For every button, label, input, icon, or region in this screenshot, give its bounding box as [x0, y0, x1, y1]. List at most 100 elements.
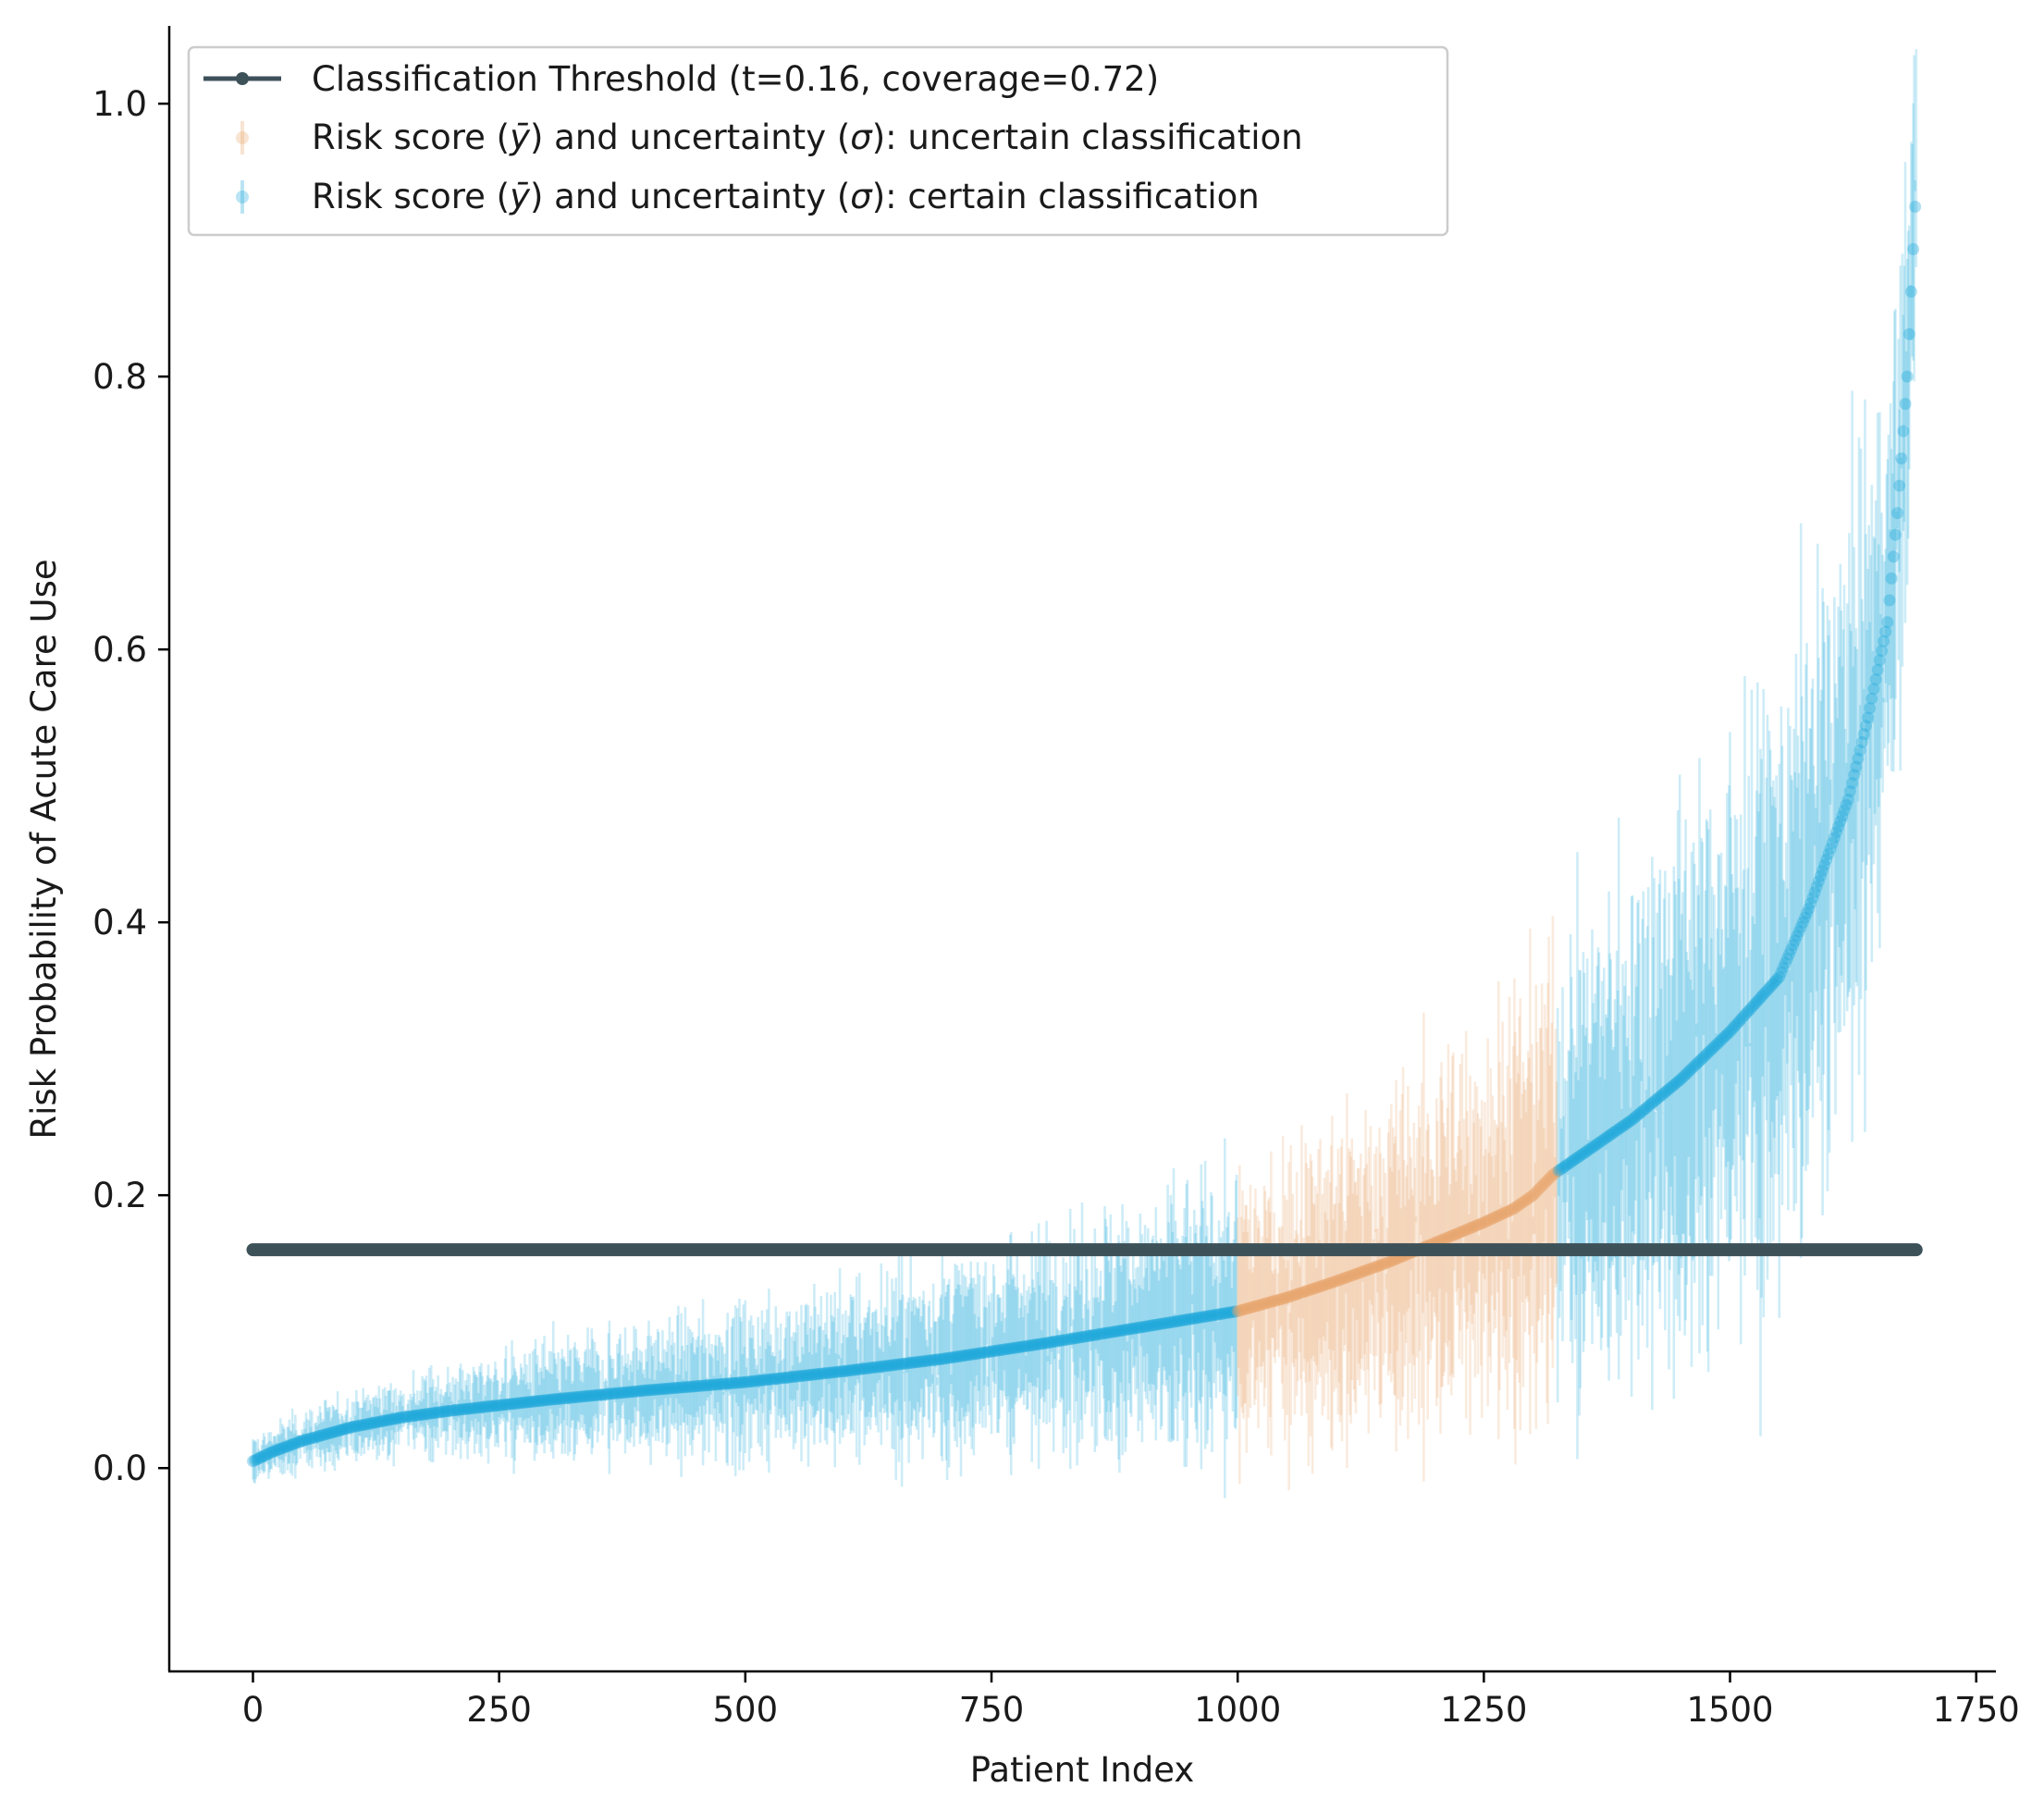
risk-point: [1568, 1153, 1581, 1166]
risk-point: [720, 1377, 732, 1390]
risk-point: [1791, 930, 1804, 943]
risk-point: [1280, 1291, 1293, 1304]
risk-point: [978, 1346, 990, 1359]
risk-point: [1485, 1213, 1498, 1226]
risk-point: [1355, 1265, 1368, 1278]
risk-point: [847, 1363, 860, 1376]
risk-point: [509, 1398, 522, 1410]
risk-point: [1690, 1057, 1703, 1070]
risk-point: [1028, 1338, 1041, 1351]
risk-point: [1032, 1337, 1045, 1350]
risk-point: [1893, 479, 1906, 492]
risk-point: [1030, 1338, 1043, 1351]
risk-point: [894, 1358, 907, 1371]
risk-point: [1044, 1336, 1057, 1349]
risk-point: [624, 1386, 637, 1399]
x-ticks: 0 250 500 750 1000 1250 1500 1750: [242, 1671, 2020, 1730]
risk-point: [351, 1420, 363, 1433]
risk-point: [1576, 1148, 1589, 1161]
risk-point: [901, 1357, 913, 1370]
risk-point: [802, 1369, 815, 1382]
risk-point: [369, 1416, 381, 1429]
risk-point: [1511, 1200, 1524, 1213]
risk-point: [542, 1394, 555, 1406]
risk-point: [1803, 902, 1816, 915]
risk-point: [1855, 735, 1868, 748]
risk-point: [1857, 728, 1870, 741]
risk-point: [1529, 1187, 1542, 1200]
risk-point: [1447, 1228, 1460, 1241]
risk-point: [746, 1374, 759, 1387]
risk-point: [656, 1383, 669, 1396]
risk-point: [1801, 906, 1814, 919]
risk-point: [380, 1414, 393, 1426]
risk-point: [1806, 892, 1819, 905]
risk-point: [1111, 1325, 1124, 1337]
risk-point: [1625, 1114, 1638, 1127]
risk-point: [1710, 1039, 1723, 1052]
risk-point: [1618, 1119, 1630, 1132]
risk-point: [782, 1371, 795, 1384]
risk-point: [1887, 550, 1900, 563]
risk-point: [1611, 1123, 1624, 1136]
risk-point: [843, 1364, 856, 1377]
risk-point: [1245, 1300, 1258, 1313]
risk-point: [500, 1398, 513, 1411]
risk-point: [1769, 975, 1781, 988]
legend-box: [187, 45, 1449, 237]
risk-point: [570, 1391, 583, 1404]
risk-point: [1016, 1340, 1029, 1353]
risk-point: [810, 1368, 822, 1381]
risk-point: [640, 1384, 653, 1397]
risk-point: [1904, 285, 1917, 298]
risk-point: [1288, 1288, 1301, 1301]
risk-point: [1076, 1331, 1089, 1343]
risk-point: [303, 1432, 316, 1445]
risk-point: [723, 1377, 736, 1390]
risk-point: [491, 1399, 503, 1412]
risk-point: [800, 1369, 813, 1382]
risk-point: [615, 1387, 628, 1399]
risk-point: [999, 1343, 1012, 1356]
y-tick-label: 0.2: [92, 1176, 147, 1215]
risk-point: [1515, 1197, 1528, 1210]
risk-point: [1320, 1278, 1333, 1291]
risk-point: [1505, 1203, 1518, 1216]
risk-point: [950, 1350, 963, 1363]
risk-point: [1379, 1257, 1392, 1270]
risk-point: [1517, 1196, 1530, 1209]
risk-point: [1737, 1010, 1750, 1023]
risk-point: [1052, 1335, 1065, 1348]
risk-point: [481, 1400, 494, 1413]
risk-point: [390, 1412, 403, 1424]
risk-point: [1117, 1324, 1130, 1337]
risk-point: [1456, 1225, 1469, 1238]
risk-point: [969, 1348, 982, 1361]
risk-point: [1548, 1167, 1561, 1180]
risk-point: [664, 1382, 677, 1395]
risk-point: [1302, 1284, 1315, 1297]
risk-point: [1278, 1291, 1291, 1304]
risk-point: [1158, 1317, 1171, 1330]
risk-point: [790, 1370, 803, 1383]
risk-point: [1501, 1205, 1514, 1218]
risk-point: [1182, 1313, 1195, 1325]
risk-point: [757, 1374, 770, 1387]
risk-point: [1660, 1084, 1673, 1097]
risk-point: [1091, 1328, 1104, 1341]
risk-point: [1637, 1103, 1650, 1116]
risk-point: [1761, 983, 1774, 996]
risk-point: [319, 1428, 332, 1441]
risk-point: [1084, 1329, 1096, 1342]
x-tick-label: 250: [466, 1690, 532, 1730]
y-tick-label: 1.0: [92, 84, 147, 124]
risk-point: [1290, 1288, 1303, 1300]
risk-point: [1735, 1012, 1748, 1025]
risk-point: [1799, 911, 1811, 924]
risk-point: [1261, 1297, 1274, 1310]
risk-point: [388, 1412, 401, 1425]
risk-point: [1015, 1340, 1028, 1353]
risk-point: [1040, 1337, 1053, 1350]
risk-point: [289, 1436, 302, 1449]
risk-point: [1229, 1305, 1242, 1318]
